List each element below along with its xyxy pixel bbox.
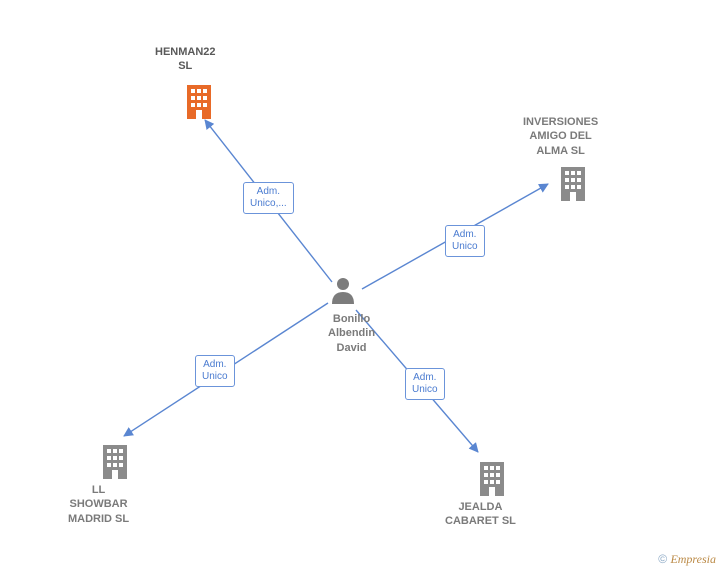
building-icon[interactable]: [99, 443, 131, 481]
building-icon[interactable]: [476, 460, 508, 498]
center-node-label: BonilloAlbendinDavid: [328, 312, 375, 355]
edge-label: Adm.Unico: [445, 225, 485, 257]
copyright-symbol: ©: [658, 552, 667, 566]
building-icon[interactable]: [183, 83, 215, 121]
edge-label: Adm.Unico,...: [243, 182, 294, 214]
company-node-label[interactable]: JEALDACABARET SL: [445, 500, 516, 529]
company-node-label[interactable]: LLSHOWBARMADRID SL: [68, 483, 129, 526]
company-node-label[interactable]: HENMAN22SL: [155, 45, 216, 74]
company-node-label[interactable]: INVERSIONESAMIGO DELALMA SL: [523, 115, 598, 158]
edge-label: Adm.Unico: [405, 368, 445, 400]
brand-name: Empresia: [670, 552, 716, 566]
edge-label: Adm.Unico: [195, 355, 235, 387]
building-icon[interactable]: [557, 165, 589, 203]
person-icon: [330, 276, 356, 309]
footer-credit: © Empresia: [658, 552, 716, 567]
